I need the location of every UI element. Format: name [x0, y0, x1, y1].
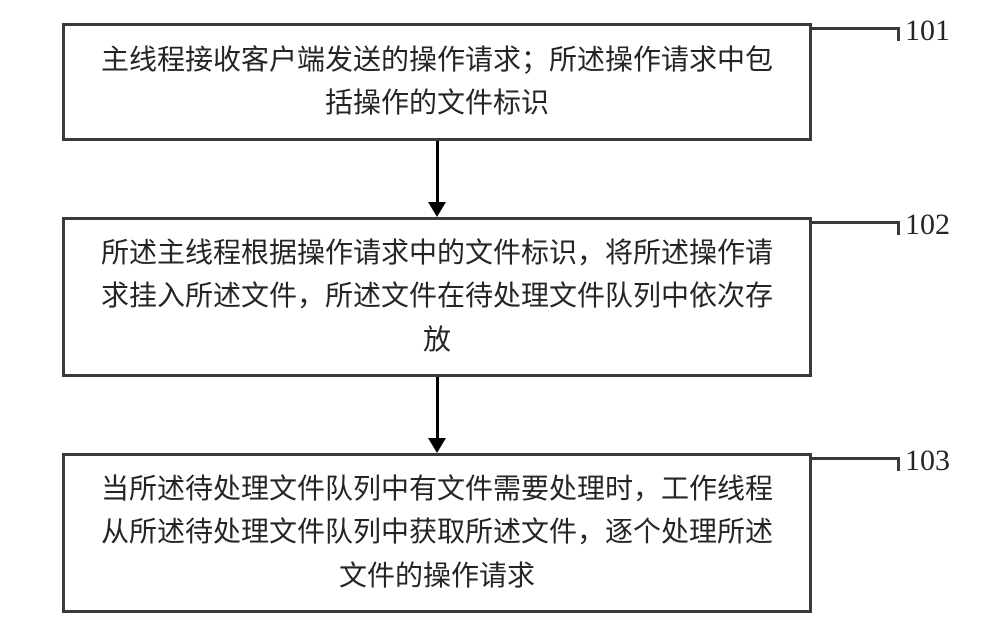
flow-node-text: 当所述待处理文件队列中有文件需要处理时，工作线程从所述待处理文件队列中获取所述文… [95, 468, 779, 598]
flow-node-n1: 主线程接收客户端发送的操作请求；所述操作请求中包括操作的文件标识 [62, 23, 812, 141]
bracket-connector [812, 27, 900, 41]
step-label: 101 [905, 14, 950, 48]
flow-node-n3: 当所述待处理文件队列中有文件需要处理时，工作线程从所述待处理文件队列中获取所述文… [62, 453, 812, 613]
flow-node-text: 主线程接收客户端发送的操作请求；所述操作请求中包括操作的文件标识 [95, 39, 779, 126]
flow-node-text: 所述主线程根据操作请求中的文件标识，将所述操作请求挂入所述文件，所述文件在待处理… [95, 232, 779, 362]
step-label: 103 [905, 444, 950, 478]
arrow-head-icon [428, 202, 446, 217]
bracket-connector [812, 457, 900, 471]
arrow-line [436, 377, 439, 440]
step-label: 102 [905, 208, 950, 242]
flowchart-canvas: 主线程接收客户端发送的操作请求；所述操作请求中包括操作的文件标识所述主线程根据操… [0, 0, 1000, 643]
bracket-connector [812, 221, 900, 235]
arrow-head-icon [428, 438, 446, 453]
arrow-line [436, 141, 439, 204]
flow-node-n2: 所述主线程根据操作请求中的文件标识，将所述操作请求挂入所述文件，所述文件在待处理… [62, 217, 812, 377]
